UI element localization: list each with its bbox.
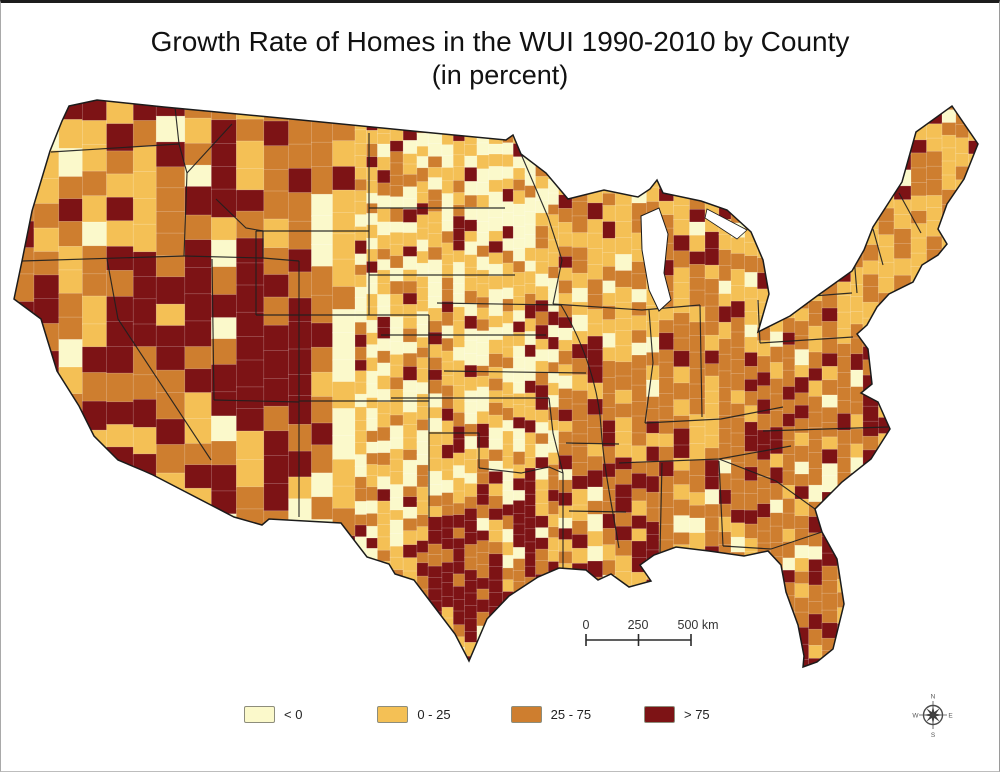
scale-tick-0: 0 <box>583 618 590 632</box>
compass-n: N <box>931 694 936 701</box>
state-borders <box>21 106 922 569</box>
lake-michigan <box>640 207 672 312</box>
county-mosaic <box>14 100 978 667</box>
compass-w: W <box>912 713 919 720</box>
compass-e: E <box>948 713 953 720</box>
scale-tick-250: 250 <box>628 618 649 632</box>
scale-bar: 0 250 500 km <box>583 618 719 646</box>
scale-tick-500km: 500 km <box>678 618 719 632</box>
lake-huron <box>704 208 748 240</box>
compass-s: S <box>931 732 936 739</box>
us-choropleth-map: 0 250 500 km N E S W <box>13 99 979 740</box>
us-outline <box>13 99 979 669</box>
compass-rose-icon: N E S W <box>912 694 953 740</box>
